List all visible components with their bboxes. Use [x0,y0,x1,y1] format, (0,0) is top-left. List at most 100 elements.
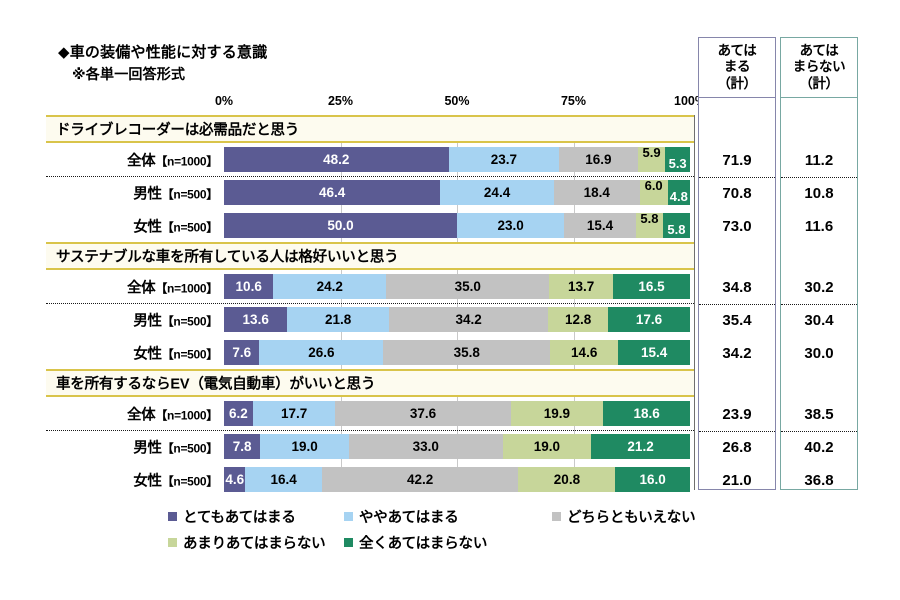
bar-segment-4: 13.7 [549,274,614,299]
chart-row-label-sample-size: 【n=500】 [161,187,219,201]
summary-disagree-head-line1: あては [799,42,839,58]
bar-segment-5: 17.6 [607,307,690,332]
bar-segment-value: 6.2 [229,406,248,421]
summary-row-divider [781,177,857,178]
chart-row-label-name: 男性 [133,313,162,329]
summary-value-agree: 34.8 [722,278,752,296]
x-axis-tick-25: 25% [327,94,354,108]
bar-segment-3: 42.2 [321,467,519,492]
bar-segment-4: 19.0 [502,434,592,459]
legend-item[interactable]: 全くあてはまらない [344,532,487,553]
bar-segment-1: 4.6 [224,467,246,492]
chart-row-label: 男性【n=500】 [46,182,218,203]
summary-value-agree: 71.9 [722,151,752,169]
chart-row-label-name: 全体 [126,153,156,169]
bar-segment-value: 24.2 [316,279,343,294]
bar-segment-value: 4.8 [669,189,688,204]
bar-segment-value: 5.8 [667,222,686,237]
summary-value-disagree: 30.0 [804,344,834,362]
chart-row: 全体【n=1000】 48.2 23.7 16.9 5.9 5.3 [46,143,694,176]
bar-segment-value: 14.6 [571,345,598,360]
bar-segment-value: 6.0 [644,180,663,193]
bar-segment-value: 7.6 [232,345,252,360]
stacked-bar: 6.2 17.7 37.6 19.9 18.6 [224,401,690,426]
bar-segment-value: 19.0 [291,439,318,454]
summary-value-disagree: 11.6 [804,217,834,235]
bar-segment-2: 16.4 [245,467,322,492]
bar-segment-5: 5.3 [665,147,690,172]
summary-row-divider [781,304,857,305]
summary-value-agree: 34.2 [722,344,752,362]
chart-row: 男性【n=500】 46.4 24.4 18.4 6.0 4.8 [46,176,694,209]
bar-segment-value: 17.6 [635,312,663,327]
x-axis-tick-50: 50% [444,94,470,108]
chart-row-label: 全体【n=1000】 [46,149,218,170]
bar-segment-2: 17.7 [252,401,336,426]
legend-item[interactable]: ややあてはまる [344,506,459,527]
row-divider [46,430,694,431]
bar-segment-value: 19.0 [533,439,561,454]
summary-column-disagree-values: 11.2 10.8 11.6 30.2 30.4 30.0 38.5 40.2 36.8 [781,98,857,489]
bar-segment-3: 35.0 [386,274,550,299]
bar-segment-value: 23.7 [490,152,517,167]
summary-row-divider [699,177,775,178]
gridline-50 [457,115,458,490]
bar-segment-5: 16.5 [613,274,690,299]
bar-segment-5: 5.8 [662,213,690,238]
bar-segment-5: 4.8 [667,180,690,205]
chart-row-label-sample-size: 【n=500】 [161,441,219,455]
chart-row-label-name: 全体 [126,280,156,296]
summary-value-disagree: 40.2 [804,438,834,456]
bar-segment-5: 18.6 [603,401,690,426]
bar-segment-2: 19.0 [260,434,349,459]
bar-segment-value: 50.0 [327,218,354,233]
bar-segment-1: 7.6 [224,340,260,365]
bar-segment-1: 46.4 [224,180,441,205]
x-axis-tick-75: 75% [560,94,587,108]
bar-segment-value: 13.6 [242,312,269,327]
bar-segment-1: 6.2 [224,401,253,426]
summary-value-disagree: 36.8 [804,471,834,489]
summary-agree-head-line3: （計） [717,75,757,91]
chart-row: 男性【n=500】 13.6 21.8 34.2 12.8 17.6 [46,303,694,336]
chart-row: 女性【n=500】 4.6 16.4 42.2 20.8 16.0 [46,463,694,496]
gridline-25 [340,115,342,490]
bar-segment-value: 16.4 [270,472,297,487]
chart-row-label-name: 男性 [133,186,162,202]
stacked-bar: 4.6 16.4 42.2 20.8 16.0 [224,467,690,492]
legend-item[interactable]: どちらともいえない [552,506,696,527]
bar-segment-value: 16.9 [585,152,612,167]
chart-row-label: 女性【n=500】 [46,215,218,236]
chart-row-label: 男性【n=500】 [46,436,218,457]
summary-column-agree: あては まる （計） 71.9 70.8 73.0 34.8 35.4 34.2 23.9 2… [698,37,776,490]
bar-segment-value: 46.4 [318,185,346,200]
bar-segment-value: 33.0 [412,439,439,454]
chart-row-label: 女性【n=500】 [46,469,218,490]
legend-swatch-icon [168,537,177,547]
chart-row-label-sample-size: 【n=1000】 [155,408,218,422]
bar-segment-value: 4.6 [225,472,245,487]
chart-row-label-sample-size: 【n=500】 [161,347,219,361]
summary-column-agree-header: あては まる （計） [699,38,775,98]
legend-item[interactable]: とてもあてはまる [168,506,296,527]
bar-segment-1: 7.8 [224,434,261,459]
bar-segment-3: 34.2 [388,307,549,332]
bar-segment-value: 15.4 [586,218,614,233]
chart-row-label-sample-size: 【n=1000】 [155,281,218,295]
bar-segment-value: 7.8 [232,439,252,454]
summary-row-divider [781,431,857,432]
legend-label: とてもあてはまる [183,509,296,526]
bar-segment-4: 5.8 [635,213,663,238]
bar-segment-value: 19.9 [543,406,571,421]
bar-segment-4: 12.8 [548,307,608,332]
legend-item[interactable]: あまりあてはまらない [168,532,326,553]
bar-segment-2: 21.8 [287,307,389,332]
row-divider [46,176,694,177]
summary-value-disagree: 11.2 [804,151,834,169]
bar-segment-value: 12.8 [564,312,592,327]
chart-legend: とてもあてはまる ややあてはまる どちらともいえないあまりあてはまらない 全くあてはま… [168,503,768,555]
x-axis-tick-labels: 0% 25% 50% 75% 100% [215,94,706,110]
legend-label: どちらともいえない [567,509,696,526]
bar-segment-value: 35.8 [453,345,480,360]
bar-segment-4: 5.9 [637,147,666,172]
